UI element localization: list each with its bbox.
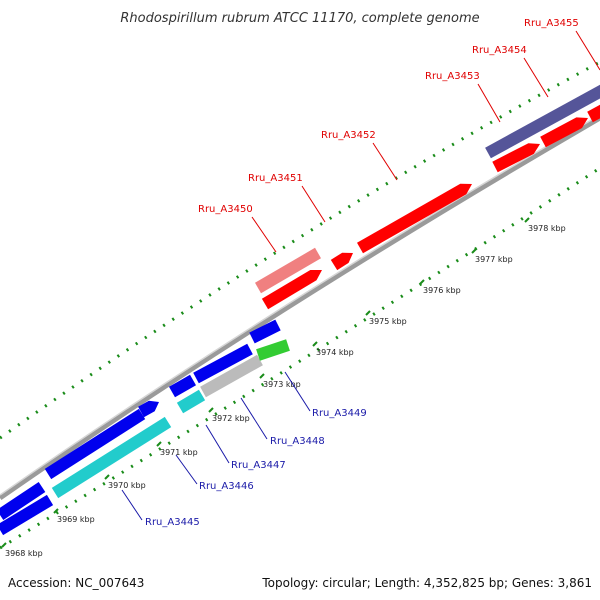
label-rru-a3453-leader <box>477 83 501 123</box>
label-rru-a3453[interactable]: Rru_A3453 <box>425 71 480 82</box>
kbp-tick-mark <box>365 310 371 316</box>
kbp-tick-mark <box>259 373 265 379</box>
label-rru-a3451-leader <box>301 185 326 223</box>
gene-reverse-4[interactable] <box>169 374 196 398</box>
label-rru-a3449-leader <box>284 371 311 412</box>
kbp-label: 3978 kbp <box>528 224 566 233</box>
topology-text: Topology: circular; Length: 4,352,825 bp… <box>261 576 592 590</box>
label-rru-a3448-leader <box>240 397 268 440</box>
kbp-tick-mark <box>524 217 530 223</box>
gene-reverse-3[interactable] <box>138 400 159 418</box>
label-rru-a3448[interactable]: Rru_A3448 <box>270 436 325 447</box>
gene-rru-a3449[interactable] <box>256 339 290 361</box>
kbp-label: 3974 kbp <box>316 348 354 357</box>
label-rru-a3452-leader <box>372 142 398 181</box>
label-rru-a3455[interactable]: Rru_A3455 <box>524 18 579 29</box>
kbp-tick-mark <box>104 474 110 480</box>
kbp-ticks: 3968 kbp 3969 kbp 3970 kbp 3971 kbp 3972 kbp… <box>1 217 566 558</box>
kbp-label: 3972 kbp <box>212 414 250 423</box>
gene-reverse-6[interactable] <box>249 319 281 344</box>
backbone-arc-highlight <box>0 114 600 496</box>
gene-rru-a3455[interactable] <box>587 104 600 123</box>
gene-features <box>0 84 600 536</box>
inner-tick-track <box>0 166 600 550</box>
gene-labels: Rru_A3450 Rru_A3451 Rru_A3452 Rru_A3453 Rru_… <box>121 18 600 528</box>
label-rru-a3452[interactable]: Rru_A3452 <box>321 130 376 141</box>
label-rru-a3447[interactable]: Rru_A3447 <box>231 460 286 471</box>
kbp-tick-mark <box>53 508 59 514</box>
label-rru-a3454-leader <box>523 57 549 98</box>
backbone-arc <box>0 115 600 501</box>
gene-rru-a3445[interactable] <box>0 494 54 536</box>
kbp-label: 3975 kbp <box>369 317 407 326</box>
label-rru-a3451[interactable]: Rru_A3451 <box>248 173 303 184</box>
kbp-tick-mark <box>1 542 7 548</box>
label-rru-a3445-leader <box>121 489 143 521</box>
label-rru-a3454[interactable]: Rru_A3454 <box>472 45 527 56</box>
label-rru-a3455-leader <box>575 30 600 71</box>
accession-text: Accession: NC_007643 <box>8 576 144 590</box>
gene-rru-a3451[interactable] <box>330 252 353 271</box>
gene-rru-a3452[interactable] <box>357 183 472 254</box>
gene-rru-a3453[interactable] <box>492 143 540 173</box>
label-rru-a3445[interactable]: Rru_A3445 <box>145 517 200 528</box>
kbp-tick-mark <box>208 407 214 413</box>
kbp-label: 3968 kbp <box>5 549 43 558</box>
kbp-tick-mark <box>419 279 425 285</box>
kbp-tick-mark <box>156 441 162 447</box>
kbp-tick-mark <box>471 248 477 254</box>
label-rru-a3450[interactable]: Rru_A3450 <box>198 204 253 215</box>
label-rru-a3447-leader <box>205 424 230 464</box>
gene-rru-a3450[interactable] <box>261 270 322 310</box>
gene-rru-a3446[interactable] <box>51 416 172 499</box>
gene-rru-a3448[interactable] <box>200 354 263 398</box>
gene-rru-a3447[interactable] <box>176 389 206 414</box>
gene-purple-region[interactable] <box>485 84 600 159</box>
label-rru-a3449[interactable]: Rru_A3449 <box>312 408 367 419</box>
gene-reverse-5[interactable] <box>193 343 253 384</box>
gene-reverse-1[interactable] <box>0 482 46 520</box>
label-rru-a3446-leader <box>175 454 198 485</box>
kbp-label: 3971 kbp <box>160 448 198 457</box>
kbp-label: 3969 kbp <box>57 515 95 524</box>
kbp-label: 3977 kbp <box>475 255 513 264</box>
map-title: Rhodospirillum rubrum ATCC 11170, comple… <box>120 11 479 26</box>
kbp-label: 3976 kbp <box>423 286 461 295</box>
kbp-tick-mark <box>312 341 318 347</box>
kbp-label: 3970 kbp <box>108 481 146 490</box>
label-rru-a3450-leader <box>251 216 277 253</box>
gene-rru-a3450-light[interactable] <box>255 247 321 294</box>
kbp-label: 3973 kbp <box>263 380 301 389</box>
gene-reverse-2[interactable] <box>44 408 146 480</box>
gene-rru-a3454[interactable] <box>540 117 588 148</box>
label-rru-a3446[interactable]: Rru_A3446 <box>199 481 254 492</box>
